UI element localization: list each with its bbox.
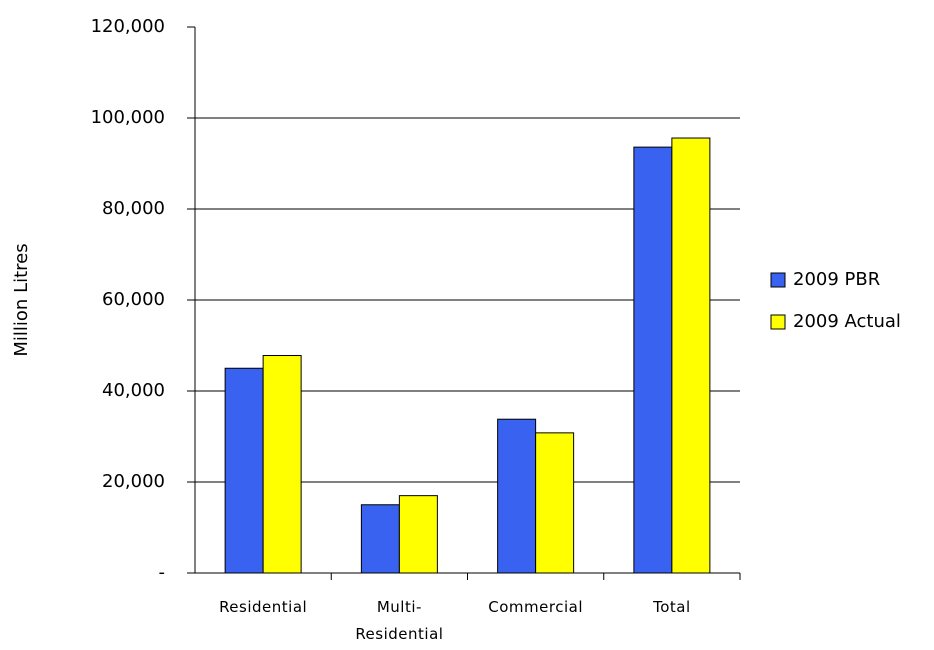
bar bbox=[224, 367, 264, 574]
y-tick-label: - bbox=[159, 562, 166, 583]
y-tick-label: 60,000 bbox=[102, 289, 165, 310]
x-tick-label: Residential bbox=[219, 598, 308, 616]
x-tick-label: Multi- Residential bbox=[355, 598, 444, 643]
legend-label: 2009 Actual bbox=[793, 311, 901, 332]
y-tick-label: 80,000 bbox=[102, 198, 165, 219]
x-tick-label: Total bbox=[653, 598, 691, 616]
y-tick-label: 100,000 bbox=[91, 107, 165, 128]
y-tick-label: 40,000 bbox=[102, 380, 165, 401]
bar bbox=[633, 146, 673, 574]
bar bbox=[497, 418, 537, 574]
legend-swatch bbox=[770, 314, 786, 330]
bar bbox=[398, 495, 438, 574]
legend-label: 2009 PBR bbox=[793, 269, 880, 290]
bar bbox=[535, 432, 575, 574]
bar bbox=[671, 137, 711, 574]
bar bbox=[262, 355, 302, 574]
y-axis-label: Million Litres bbox=[11, 243, 32, 356]
legend-swatch bbox=[770, 272, 786, 288]
y-tick-label: 120,000 bbox=[91, 16, 165, 37]
x-tick-label: Commercial bbox=[488, 598, 583, 616]
y-tick-label: 20,000 bbox=[102, 471, 165, 492]
bar bbox=[360, 504, 400, 574]
